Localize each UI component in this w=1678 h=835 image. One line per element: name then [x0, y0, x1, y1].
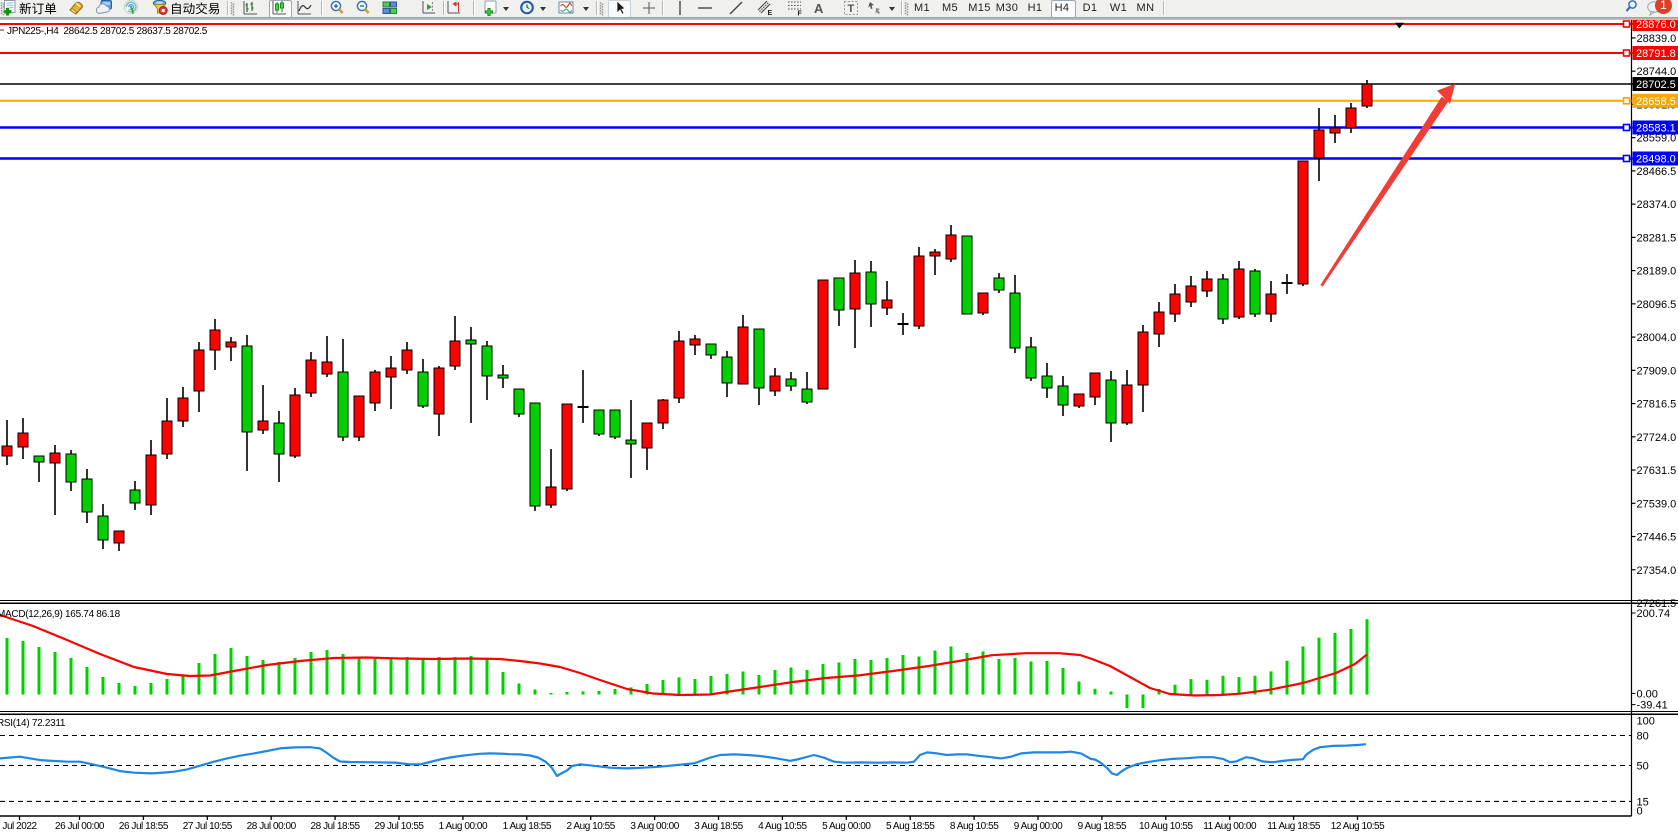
- svg-text:27354.0: 27354.0: [1637, 565, 1677, 577]
- svg-text:RSI(14) 72.2311: RSI(14) 72.2311: [0, 718, 66, 729]
- svg-text:11 Aug 00:00: 11 Aug 00:00: [1203, 821, 1257, 832]
- svg-text:0.00: 0.00: [1637, 688, 1658, 700]
- svg-text:27 Jul 10:55: 27 Jul 10:55: [183, 821, 233, 832]
- svg-text:80: 80: [1637, 731, 1649, 743]
- svg-text:29 Jul 10:55: 29 Jul 10:55: [374, 821, 424, 832]
- svg-text:1 Aug 18:55: 1 Aug 18:55: [503, 821, 552, 832]
- svg-text:28 Jul 00:00: 28 Jul 00:00: [247, 821, 297, 832]
- svg-text:28096.5: 28096.5: [1637, 299, 1677, 311]
- svg-text:15: 15: [1637, 796, 1649, 808]
- svg-text:28876.0: 28876.0: [1636, 19, 1676, 31]
- svg-text:28839.0: 28839.0: [1637, 33, 1677, 45]
- svg-text:3 Aug 18:55: 3 Aug 18:55: [694, 821, 743, 832]
- svg-text:2 Aug 10:55: 2 Aug 10:55: [566, 821, 615, 832]
- svg-text:26 Jul 00:00: 26 Jul 00:00: [55, 821, 105, 832]
- svg-text:1 Aug 00:00: 1 Aug 00:00: [439, 821, 488, 832]
- svg-text:28189.0: 28189.0: [1637, 266, 1677, 278]
- svg-text:3 Aug 00:00: 3 Aug 00:00: [630, 821, 679, 832]
- svg-text:MACD(12,26,9) 165.74 86.18: MACD(12,26,9) 165.74 86.18: [0, 609, 121, 620]
- svg-text:E: E: [768, 10, 773, 17]
- svg-text:28791.8: 28791.8: [1636, 48, 1676, 60]
- svg-text:5 Aug 18:55: 5 Aug 18:55: [886, 821, 935, 832]
- svg-text:28744.0: 28744.0: [1637, 66, 1677, 78]
- svg-text:50: 50: [1637, 761, 1649, 773]
- svg-text:28374.0: 28374.0: [1637, 199, 1677, 211]
- svg-text:28 Jul 18:55: 28 Jul 18:55: [311, 821, 361, 832]
- svg-text:-39.41: -39.41: [1637, 700, 1668, 712]
- svg-text:28702.5: 28702.5: [1636, 79, 1676, 91]
- svg-text:10 Aug 10:55: 10 Aug 10:55: [1139, 821, 1193, 832]
- svg-text:28658.5: 28658.5: [1636, 96, 1676, 108]
- svg-text:0: 0: [1637, 806, 1643, 818]
- svg-text:27539.0: 27539.0: [1637, 498, 1677, 510]
- svg-text:27446.5: 27446.5: [1637, 532, 1677, 544]
- svg-text:27631.5: 27631.5: [1637, 465, 1677, 477]
- svg-text:F: F: [798, 11, 803, 18]
- svg-text:T: T: [848, 3, 855, 15]
- svg-text:9 Aug 18:55: 9 Aug 18:55: [1078, 821, 1127, 832]
- svg-text:26 Jul 18:55: 26 Jul 18:55: [119, 821, 169, 832]
- svg-text:28004.0: 28004.0: [1637, 332, 1677, 344]
- svg-text:27261.5: 27261.5: [1637, 598, 1677, 610]
- svg-text:12 Aug 10:55: 12 Aug 10:55: [1331, 821, 1385, 832]
- svg-text:4 Aug 10:55: 4 Aug 10:55: [758, 821, 807, 832]
- svg-text:28466.5: 28466.5: [1637, 166, 1677, 178]
- svg-text:28498.0: 28498.0: [1636, 154, 1676, 166]
- svg-text:11 Aug 18:55: 11 Aug 18:55: [1267, 821, 1321, 832]
- svg-text:27724.0: 27724.0: [1637, 432, 1677, 444]
- svg-text:100: 100: [1637, 716, 1655, 728]
- svg-text:28583.1: 28583.1: [1636, 123, 1676, 135]
- svg-text:27816.5: 27816.5: [1637, 399, 1677, 411]
- svg-text:Jul 2022: Jul 2022: [2, 821, 37, 832]
- svg-text:9 Aug 00:00: 9 Aug 00:00: [1014, 821, 1063, 832]
- svg-text:200.74: 200.74: [1637, 608, 1671, 620]
- svg-text:28559.0: 28559.0: [1637, 133, 1677, 145]
- svg-text:28281.5: 28281.5: [1637, 232, 1677, 244]
- svg-text:8 Aug 10:55: 8 Aug 10:55: [950, 821, 999, 832]
- svg-text:27909.0: 27909.0: [1637, 365, 1677, 377]
- svg-text:JPN225-,H4 28642.5 28702.5 28: JPN225-,H4 28642.5 28702.5 28637.5 28702…: [7, 26, 208, 37]
- svg-text:5 Aug 00:00: 5 Aug 00:00: [822, 821, 871, 832]
